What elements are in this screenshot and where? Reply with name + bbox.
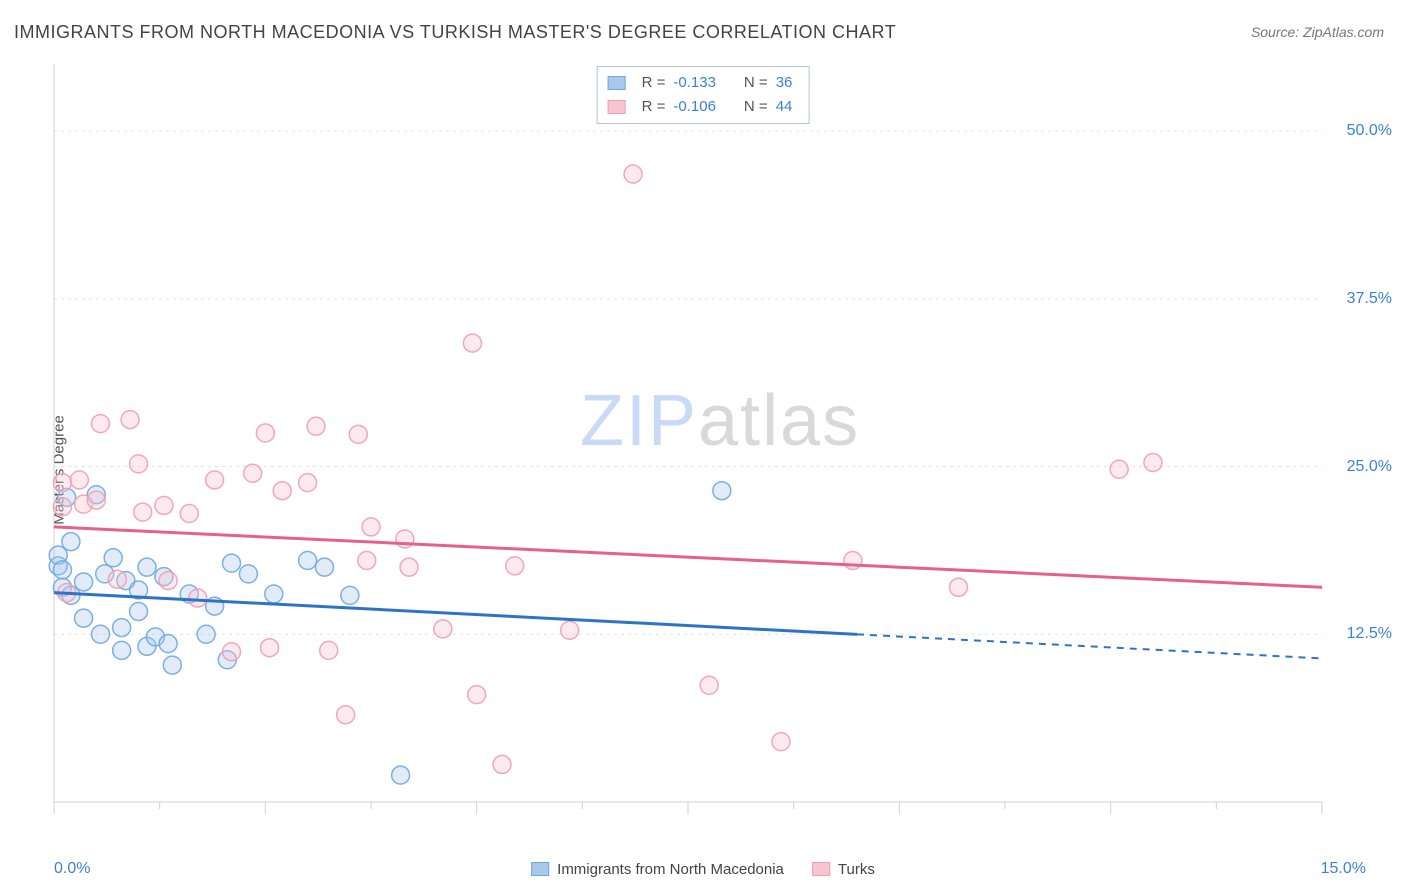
n-label: N =	[744, 71, 768, 95]
y-tick-label: 37.5%	[1347, 290, 1392, 308]
legend-swatch-icon	[812, 862, 830, 876]
source-prefix: Source:	[1251, 24, 1303, 40]
legend-row: R = -0.106 N = 44	[608, 95, 793, 119]
source-attribution: Source: ZipAtlas.com	[1251, 24, 1384, 40]
n-value: 36	[776, 71, 793, 95]
chart-title: IMMIGRANTS FROM NORTH MACEDONIA VS TURKI…	[14, 22, 896, 43]
correlation-legend: R = -0.133 N = 36 R = -0.106 N = 44	[597, 66, 810, 124]
legend-swatch-icon	[608, 76, 626, 90]
x-tick-label-min: 0.0%	[54, 860, 90, 878]
y-tick-label: 12.5%	[1347, 625, 1392, 643]
n-value: 44	[776, 95, 793, 119]
source-name: ZipAtlas.com	[1303, 24, 1384, 40]
legend-label: Turks	[838, 861, 875, 878]
r-label: R =	[642, 71, 666, 95]
r-value: -0.133	[673, 71, 716, 95]
r-value: -0.106	[673, 95, 716, 119]
legend-row: R = -0.133 N = 36	[608, 71, 793, 95]
y-tick-label: 50.0%	[1347, 122, 1392, 140]
chart-area: Master's Degree ZIPatlas 12.5% 25.0% 37.…	[0, 60, 1406, 880]
series-legend: Immigrants from North Macedonia Turks	[531, 861, 875, 878]
n-label: N =	[744, 95, 768, 119]
legend-item: Immigrants from North Macedonia	[531, 861, 784, 878]
r-label: R =	[642, 95, 666, 119]
scatter-plot-svg	[0, 60, 1406, 880]
x-tick-label-max: 15.0%	[1321, 860, 1366, 878]
y-tick-label: 25.0%	[1347, 458, 1392, 476]
legend-label: Immigrants from North Macedonia	[557, 861, 784, 878]
legend-swatch-icon	[531, 862, 549, 876]
legend-swatch-icon	[608, 100, 626, 114]
legend-item: Turks	[812, 861, 875, 878]
